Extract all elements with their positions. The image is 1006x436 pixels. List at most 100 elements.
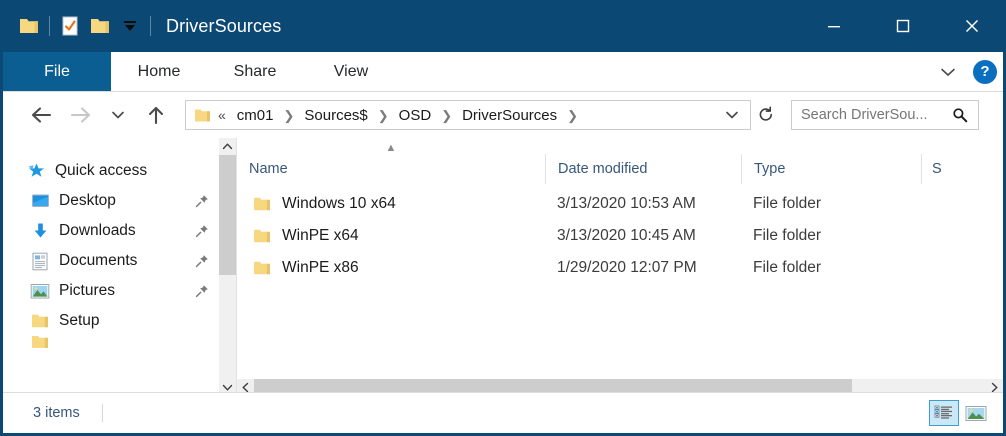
table-row[interactable]: WinPE x86 1/29/2020 12:07 PM File folder (237, 252, 1003, 284)
quick-access-toolbar: DriverSources (3, 0, 281, 52)
system-menu-folder-icon[interactable] (14, 11, 44, 41)
search-input[interactable]: Search DriverSou... (801, 107, 928, 123)
breadcrumb-chevron-icon[interactable]: ❯ (283, 107, 295, 123)
column-header-size[interactable]: S (921, 154, 961, 184)
breadcrumb-chevron-icon[interactable]: ❯ (567, 107, 579, 123)
folder-icon (253, 228, 271, 244)
up-button[interactable] (139, 98, 173, 132)
column-header-name[interactable]: ▲ Name (237, 142, 545, 184)
breadcrumb[interactable]: « cm01 ❯ Sources$ ❯ OSD ❯ DriverSources … (185, 100, 751, 130)
scroll-down-button[interactable] (219, 379, 236, 396)
breadcrumb-item-osd[interactable]: OSD (398, 106, 432, 124)
table-row[interactable]: Windows 10 x64 3/13/2020 10:53 AM File f… (237, 188, 1003, 220)
pin-icon[interactable] (195, 284, 209, 298)
scroll-left-button[interactable] (237, 379, 254, 396)
sidebar-item-partial[interactable] (3, 336, 219, 348)
qat-separator-1 (49, 16, 50, 36)
ribbon-tab-bar: File Home Share View ? (3, 52, 1003, 92)
column-label: Name (249, 161, 288, 177)
pin-icon[interactable] (195, 224, 209, 238)
properties-icon[interactable] (55, 11, 85, 41)
help-button[interactable]: ? (973, 59, 997, 84)
recent-locations-button[interactable] (101, 98, 135, 132)
view-mode-buttons (929, 400, 991, 426)
chevron-down-icon[interactable] (933, 66, 963, 78)
sidebar-item-quick-access[interactable]: Quick access (3, 156, 219, 186)
scrollbar-thumb-vertical[interactable] (219, 155, 236, 275)
sidebar-item-documents[interactable]: Documents (3, 246, 219, 276)
breadcrumb-item-driversources[interactable]: DriverSources (462, 106, 558, 124)
column-header-date-modified[interactable]: Date modified (545, 154, 741, 184)
pin-icon[interactable] (195, 254, 209, 268)
desktop-icon (29, 193, 51, 210)
quick-access-star-icon (25, 162, 47, 181)
column-label: S (932, 161, 942, 177)
sort-ascending-icon: ▲ (385, 142, 397, 154)
file-name-label: WinPE x86 (282, 259, 359, 276)
breadcrumb-chevron-icon[interactable]: ❯ (441, 107, 453, 123)
column-label: Date modified (558, 161, 648, 177)
sidebar-label: Documents (59, 252, 138, 269)
cell-name[interactable]: WinPE x64 (237, 227, 545, 245)
breadcrumb-item-sources[interactable]: Sources$ (304, 106, 368, 124)
title-bar: DriverSources (3, 0, 1003, 52)
column-headers: ▲ Name Date modified Type S (237, 138, 1003, 184)
folder-icon (29, 313, 51, 329)
navigation-pane-scrollbar[interactable] (219, 138, 236, 396)
tab-file[interactable]: File (3, 52, 111, 91)
close-button[interactable] (937, 0, 1003, 52)
tab-share[interactable]: Share (233, 62, 277, 80)
breadcrumb-item-cm01[interactable]: cm01 (236, 106, 274, 124)
pin-icon[interactable] (195, 194, 209, 208)
scroll-right-button[interactable] (986, 379, 1003, 396)
cell-type: File folder (753, 259, 822, 276)
minimize-button[interactable] (799, 0, 868, 52)
customize-quick-access-toolbar-icon[interactable] (115, 11, 145, 41)
breadcrumb-chevron-icon[interactable]: ❯ (377, 107, 389, 123)
maximize-button[interactable] (868, 0, 937, 52)
sidebar-item-pictures[interactable]: Pictures (3, 276, 219, 306)
item-count-label: 3 items (33, 405, 80, 421)
breadcrumb-dropdown-icon[interactable] (714, 109, 750, 121)
forward-button (63, 98, 97, 132)
scrollbar-thumb-horizontal[interactable] (254, 379, 852, 396)
search-box[interactable]: Search DriverSou... (791, 100, 979, 130)
pane-divider[interactable] (236, 138, 237, 396)
table-row[interactable]: WinPE x64 3/13/2020 10:45 AM File folder (237, 220, 1003, 252)
status-bar: 3 items (3, 392, 1003, 433)
sidebar-item-setup[interactable]: Setup (3, 306, 219, 336)
navigation-pane: Quick access Desktop (3, 138, 219, 396)
column-header-type[interactable]: Type (741, 154, 921, 184)
column-label: Type (754, 161, 786, 177)
search-icon[interactable] (952, 107, 978, 123)
folder-icon (253, 260, 271, 276)
navigation-buttons (3, 98, 173, 132)
large-icons-view-button[interactable] (961, 400, 991, 426)
tab-home[interactable]: Home (137, 62, 181, 80)
details-view-button[interactable] (929, 400, 959, 426)
cell-date-modified: 3/13/2020 10:53 AM (557, 195, 696, 212)
new-folder-icon[interactable] (85, 11, 115, 41)
cell-type: File folder (753, 195, 822, 212)
breadcrumb-overflow[interactable]: « (218, 107, 226, 123)
window-controls (799, 0, 1003, 52)
cell-name[interactable]: WinPE x86 (237, 259, 545, 277)
file-name-label: WinPE x64 (282, 227, 359, 244)
cell-date-modified: 3/13/2020 10:45 AM (557, 227, 696, 244)
address-bar: « cm01 ❯ Sources$ ❯ OSD ❯ DriverSources … (3, 92, 1003, 138)
folder-icon (29, 336, 51, 348)
file-list-horizontal-scrollbar[interactable] (237, 379, 1003, 396)
back-button[interactable] (25, 98, 59, 132)
cell-name[interactable]: Windows 10 x64 (237, 195, 545, 213)
sidebar-item-downloads[interactable]: Downloads (3, 216, 219, 246)
file-rows: Windows 10 x64 3/13/2020 10:53 AM File f… (237, 184, 1003, 284)
cell-date-modified: 1/29/2020 12:07 PM (557, 259, 697, 276)
tab-view[interactable]: View (333, 62, 369, 80)
refresh-button[interactable] (751, 100, 781, 130)
breadcrumb-folder-icon (194, 108, 211, 123)
ribbon-right-controls: ? (933, 52, 997, 91)
scroll-up-button[interactable] (219, 138, 236, 155)
sidebar-label: Desktop (59, 192, 116, 209)
sidebar-label: Setup (59, 312, 100, 329)
sidebar-item-desktop[interactable]: Desktop (3, 186, 219, 216)
